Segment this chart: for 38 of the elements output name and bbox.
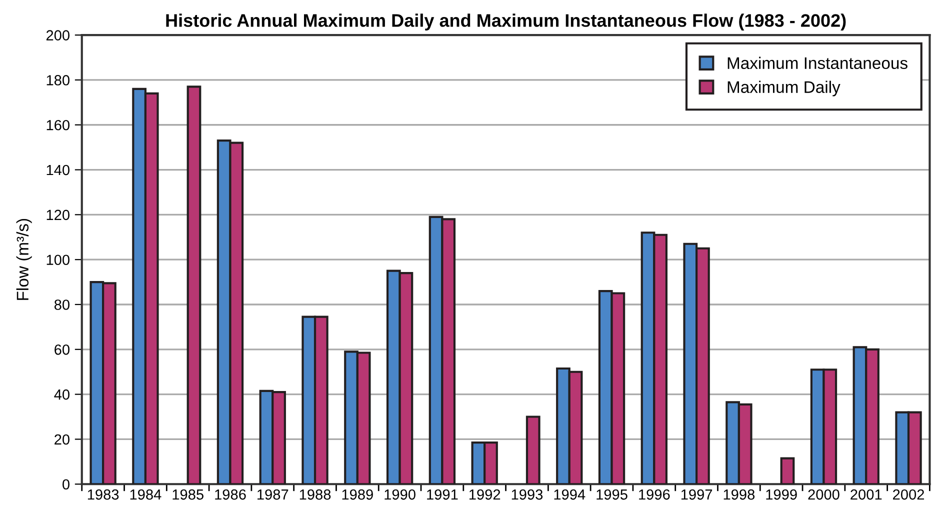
x-tick-label: 1990 (384, 489, 416, 500)
y-tick-label: 200 (46, 30, 70, 40)
y-tick-label: 80 (54, 300, 70, 310)
x-tick-label: 1985 (172, 489, 204, 500)
x-tick-label: 1995 (596, 489, 628, 500)
y-axis-title: Flow (m³/s) (16, 218, 32, 300)
x-tick-label: 1988 (300, 489, 331, 500)
x-tick-label: 1992 (469, 489, 500, 500)
y-tick-label: 0 (62, 479, 70, 490)
x-tick-label: 1991 (427, 489, 458, 500)
x-tick-label: 1999 (766, 489, 797, 500)
bar (780, 457, 795, 484)
y-tick-label: 60 (54, 344, 70, 355)
x-tick-label: 2000 (808, 489, 840, 500)
y-tick-label: 100 (46, 254, 70, 266)
chart-title: Historic Annual Maximum Daily and Maximum Instantaneous Flow (1983 - 2002) (166, 14, 846, 30)
x-tick-label: 1983 (88, 489, 119, 500)
x-tick-label: 1996 (639, 489, 670, 500)
y-tick-label: 20 (54, 434, 70, 445)
x-tick-label: 1998 (724, 489, 755, 500)
legend-label: Maximum Daily (728, 80, 840, 96)
bar (186, 86, 202, 484)
y-tick-label: 180 (46, 75, 70, 86)
bar (526, 416, 540, 484)
x-tick-label: 2001 (850, 489, 882, 500)
y-tick-label: 40 (54, 389, 70, 400)
x-tick-label: 1989 (342, 489, 373, 500)
x-tick-label: 2002 (893, 489, 924, 500)
x-tick-label: 1984 (130, 489, 162, 500)
x-tick-label: 1993 (512, 489, 543, 500)
y-tick-label: 140 (46, 164, 70, 176)
x-tick-label: 1987 (258, 489, 288, 500)
y-tick-label: 120 (46, 210, 70, 220)
legend-label: Maximum Instantaneous (728, 56, 908, 70)
y-tick-label: 160 (46, 120, 70, 130)
x-tick-label: 1986 (215, 489, 246, 500)
x-tick-label: 1997 (681, 489, 712, 500)
x-tick-label: 1994 (554, 489, 586, 500)
